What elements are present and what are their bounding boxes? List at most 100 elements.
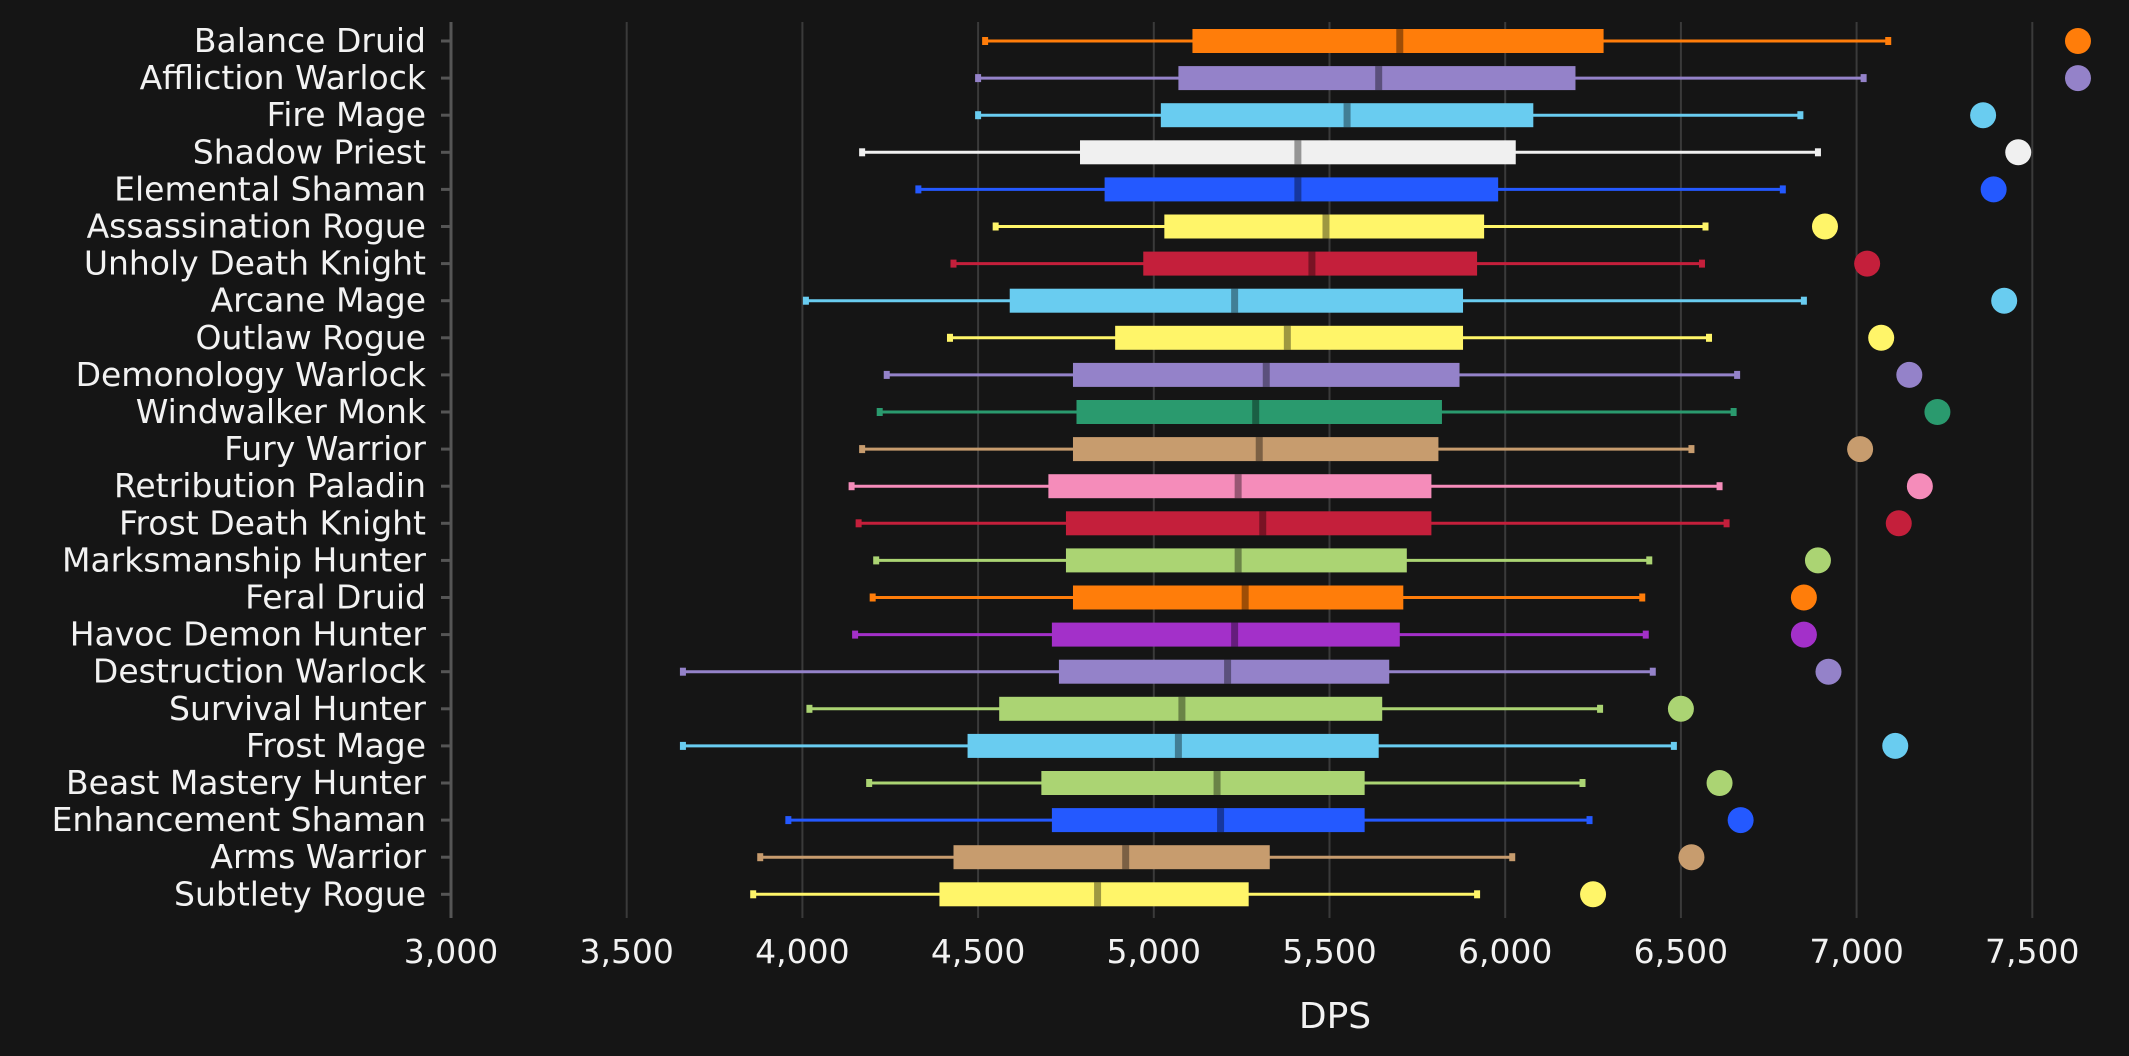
- whisker-cap-low: [975, 74, 982, 83]
- iqr-box: [1009, 288, 1464, 313]
- x-tick-label-5000: 5,000: [1107, 932, 1201, 971]
- max-point-assassination-rogue: [1811, 213, 1838, 240]
- box-survival-hunter: [806, 696, 1604, 721]
- median-marker: [1231, 288, 1239, 313]
- iqr-box: [1143, 251, 1478, 276]
- iqr-box: [1164, 214, 1485, 239]
- iqr-box: [1115, 325, 1464, 350]
- whisker-cap-high: [1702, 222, 1709, 231]
- whisker-cap-high: [1730, 408, 1737, 416]
- median-marker: [1213, 771, 1221, 795]
- median-marker: [1343, 103, 1351, 128]
- whisker-cap-high: [1698, 259, 1705, 268]
- iqr-box: [999, 696, 1383, 721]
- max-point-frost-death-knight: [1885, 510, 1912, 537]
- iqr-box: [1072, 585, 1404, 610]
- iqr-box: [1072, 437, 1439, 462]
- max-point-elemental-shaman: [1980, 176, 2007, 203]
- box-affliction-warlock: [975, 66, 1867, 91]
- whisker-cap-low: [869, 593, 876, 602]
- category-label-havoc-demon-hunter: Havoc Demon Hunter: [70, 615, 427, 654]
- median-marker: [1234, 474, 1242, 499]
- iqr-box: [1065, 511, 1432, 536]
- max-point-destruction-warlock: [1815, 658, 1842, 685]
- category-label-demonology-warlock: Demonology Warlock: [76, 355, 427, 394]
- median-marker: [1252, 400, 1260, 424]
- median-marker: [1217, 808, 1225, 833]
- category-label-arcane-mage: Arcane Mage: [211, 281, 426, 320]
- max-point-arms-warrior: [1678, 844, 1705, 871]
- category-label-beast-mastery-hunter: Beast Mastery Hunter: [66, 763, 426, 802]
- category-label-fire-mage: Fire Mage: [267, 95, 426, 134]
- whisker-cap-low: [859, 148, 866, 157]
- whisker-cap-high: [1814, 148, 1821, 157]
- category-label-elemental-shaman: Elemental Shaman: [114, 169, 426, 208]
- whisker-cap-high: [1800, 296, 1807, 305]
- median-marker: [1259, 511, 1267, 536]
- max-point-subtlety-rogue: [1580, 881, 1607, 908]
- whisker-cap-high: [1734, 370, 1741, 379]
- whisker-cap-low: [802, 296, 809, 305]
- whisker-cap-low: [855, 519, 862, 528]
- max-point-arcane-mage: [1991, 287, 2018, 314]
- box-frost-death-knight: [855, 511, 1730, 536]
- y-axis: [441, 22, 453, 918]
- category-label-shadow-priest: Shadow Priest: [193, 132, 426, 171]
- category-label-windwalker-monk: Windwalker Monk: [136, 392, 427, 431]
- box-destruction-warlock: [679, 659, 1656, 684]
- whisker-cap-high: [1706, 333, 1713, 342]
- category-label-arms-warrior: Arms Warrior: [210, 837, 426, 876]
- whisker-cap-low: [946, 333, 953, 342]
- whisker-cap-low: [883, 370, 890, 379]
- whisker-cap-high: [1579, 779, 1586, 787]
- iqr-box: [1192, 29, 1604, 53]
- whisker-cap-high: [1646, 556, 1653, 565]
- x-tick-label-4000: 4,000: [755, 932, 849, 971]
- category-label-frost-death-knight: Frost Death Knight: [119, 503, 426, 542]
- box-frost-mage: [679, 733, 1677, 758]
- x-tick-label-5500: 5,500: [1282, 932, 1376, 971]
- boxes: [679, 29, 1892, 907]
- iqr-box: [1160, 103, 1534, 128]
- whisker-cap-high: [1670, 741, 1677, 750]
- max-point-feral-druid: [1790, 584, 1817, 611]
- x-tick-label-4500: 4,500: [931, 932, 1025, 971]
- median-marker: [1294, 177, 1302, 202]
- box-assassination-rogue: [992, 214, 1709, 239]
- max-point-shadow-priest: [2005, 139, 2032, 166]
- whisker-cap-high: [1642, 630, 1649, 639]
- median-marker: [1396, 29, 1404, 53]
- median-marker: [1322, 214, 1330, 239]
- median-marker: [1241, 585, 1249, 610]
- median-marker: [1262, 362, 1270, 387]
- category-label-marksmanship-hunter: Marksmanship Hunter: [62, 540, 426, 579]
- max-point-fury-warrior: [1847, 436, 1874, 463]
- box-feral-druid: [869, 585, 1646, 610]
- whisker-cap-low: [806, 704, 813, 713]
- whisker-cap-high: [1474, 890, 1481, 899]
- box-shadow-priest: [859, 140, 1821, 165]
- whisker-cap-low: [750, 890, 757, 899]
- iqr-box: [1048, 474, 1432, 499]
- x-tick-label-7000: 7,000: [1809, 932, 1903, 971]
- max-point-survival-hunter: [1667, 695, 1694, 722]
- category-label-destruction-warlock: Destruction Warlock: [93, 652, 427, 691]
- iqr-box: [1065, 548, 1407, 573]
- whisker-cap-low: [785, 816, 792, 825]
- box-unholy-death-knight: [950, 251, 1705, 276]
- category-label-assassination-rogue: Assassination Rogue: [87, 207, 426, 246]
- whisker-cap-high: [1649, 667, 1656, 676]
- median-marker: [1255, 437, 1263, 462]
- box-fury-warrior: [859, 437, 1695, 462]
- whisker-cap-high: [1688, 445, 1695, 454]
- iqr-box: [953, 845, 1270, 870]
- category-label-frost-mage: Frost Mage: [246, 726, 426, 765]
- x-tick-label-3500: 3,500: [579, 932, 673, 971]
- median-marker: [1234, 548, 1242, 573]
- whisker-cap-low: [873, 556, 880, 565]
- median-marker: [1224, 659, 1232, 684]
- x-axis-title: DPS: [1299, 996, 1371, 1037]
- whisker-cap-high: [1716, 482, 1723, 491]
